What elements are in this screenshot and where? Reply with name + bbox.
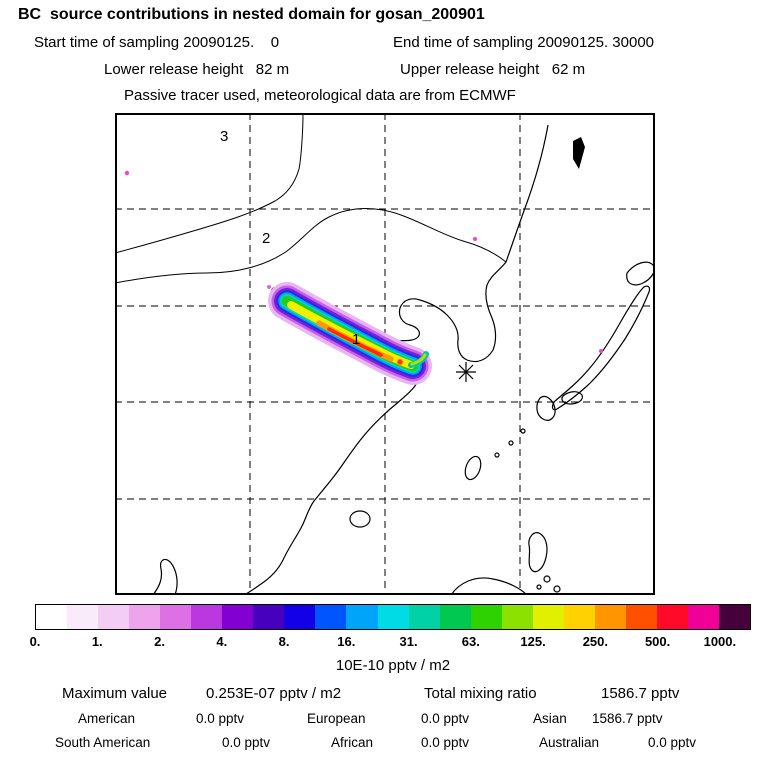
maximum-value: 0.253E-07 pptv / m2: [206, 685, 342, 702]
contribution-south-american-value: 0.0 pptv: [222, 735, 271, 750]
tracer-note-text: Passive tracer used, meteorological data…: [124, 87, 516, 104]
sampling-end-text: End time of sampling 20090125. 30000: [393, 34, 655, 51]
colorbar-segments: [35, 604, 751, 630]
coastline-gulf: [152, 558, 178, 596]
colorbar-segment: [532, 605, 564, 629]
colorbar-segment: [719, 605, 751, 629]
colorbar-units: 10E-10 pptv / m2: [335, 657, 451, 674]
contribution-american-label: American: [78, 711, 136, 726]
map-frame: [115, 113, 655, 595]
colorbar-tick-label: 4.: [216, 634, 228, 649]
domain-label-2: 2: [262, 230, 270, 247]
contribution-african-label: African: [331, 735, 374, 750]
colorbar-segment: [315, 605, 347, 629]
colorbar-segment: [439, 605, 471, 629]
colorbar-segment: [594, 605, 626, 629]
borneo-coast: [450, 577, 528, 596]
colorbar-tick-label: 250.: [582, 634, 608, 649]
domain-label-1: 1: [352, 331, 360, 348]
contribution-australian-value: 0.0 pptv: [648, 735, 697, 750]
contribution-south-american-label: South American: [55, 735, 151, 750]
colorbar-segment: [470, 605, 502, 629]
colorbar-segment: [222, 605, 254, 629]
colorbar-segment: [625, 605, 657, 629]
contribution-african-value: 0.0 pptv: [421, 735, 470, 750]
map-svg: 3 2 1: [114, 112, 655, 596]
colorbar-segment: [284, 605, 316, 629]
colorbar-tick-label: 31.: [399, 634, 418, 649]
contribution-asian-label: Asian: [533, 711, 567, 726]
map-panel: 3 2 1: [114, 112, 655, 596]
contribution-european-label: European: [307, 711, 366, 726]
colorbar-segment: [687, 605, 720, 629]
colorbar-segment: [160, 605, 192, 629]
colorbar-segment: [656, 605, 688, 629]
contribution-european-value: 0.0 pptv: [421, 711, 470, 726]
coastline-mainland: [243, 124, 549, 596]
colorbar-tick-label: 63.: [461, 634, 480, 649]
domain-label-3: 3: [220, 128, 228, 145]
colorbar-segment: [563, 605, 595, 629]
colorbar-tick-label: 8.: [278, 634, 290, 649]
colorbar-segment: [191, 605, 223, 629]
colorbar-tick-label: 125.: [520, 634, 546, 649]
colorbar-tick-label: 0.: [29, 634, 41, 649]
receptor-star-marker: [456, 362, 476, 382]
hainan-island: [349, 510, 371, 528]
total-mixing-ratio-value: 1586.7 pptv: [601, 685, 680, 702]
contribution-american-value: 0.0 pptv: [196, 711, 245, 726]
colorbar-segment: [129, 605, 161, 629]
total-mixing-ratio-label: Total mixing ratio: [424, 685, 537, 702]
colorbar-ticklabels: 0. 1. 2. 4. 8. 16. 31. 63. 125. 250. 500. 1000.: [30, 634, 751, 650]
philippines-islands: [528, 532, 561, 593]
colorbar-segment: [36, 605, 68, 629]
upper-release-text: Upper release height 62 m: [400, 61, 586, 78]
country-borders: [114, 112, 507, 284]
sampling-start-text: Start time of sampling 20090125. 0: [34, 34, 280, 51]
colorbar-tick-label: 2.: [154, 634, 165, 649]
sakhalin-island: [573, 137, 585, 169]
colorbar-segment: [346, 605, 378, 629]
colorbar-tick-label: 16.: [337, 634, 356, 649]
taiwan-island: [464, 455, 482, 481]
aerosol-specks: [124, 170, 603, 353]
colorbar-segment: [501, 605, 533, 629]
page-title: BC source contributions in nested domain…: [18, 6, 485, 23]
contribution-australian-label: Australian: [539, 735, 600, 750]
colorbar-segment: [98, 605, 130, 629]
colorbar-tick-label: 1.: [91, 634, 103, 649]
maximum-value-label: Maximum value: [62, 685, 168, 702]
contribution-asian-value: 1586.7 pptv: [592, 711, 663, 726]
japan-islands: [494, 261, 655, 458]
colorbar-segment: [253, 605, 285, 629]
colorbar-tick-label: 500.: [644, 634, 671, 649]
lower-release-text: Lower release height 82 m: [104, 61, 290, 78]
colorbar-segment: [67, 605, 99, 629]
colorbar-segment: [377, 605, 409, 629]
colorbar-tick-label: 1000.: [703, 634, 737, 649]
plume: [267, 282, 432, 385]
colorbar-segment: [408, 605, 440, 629]
